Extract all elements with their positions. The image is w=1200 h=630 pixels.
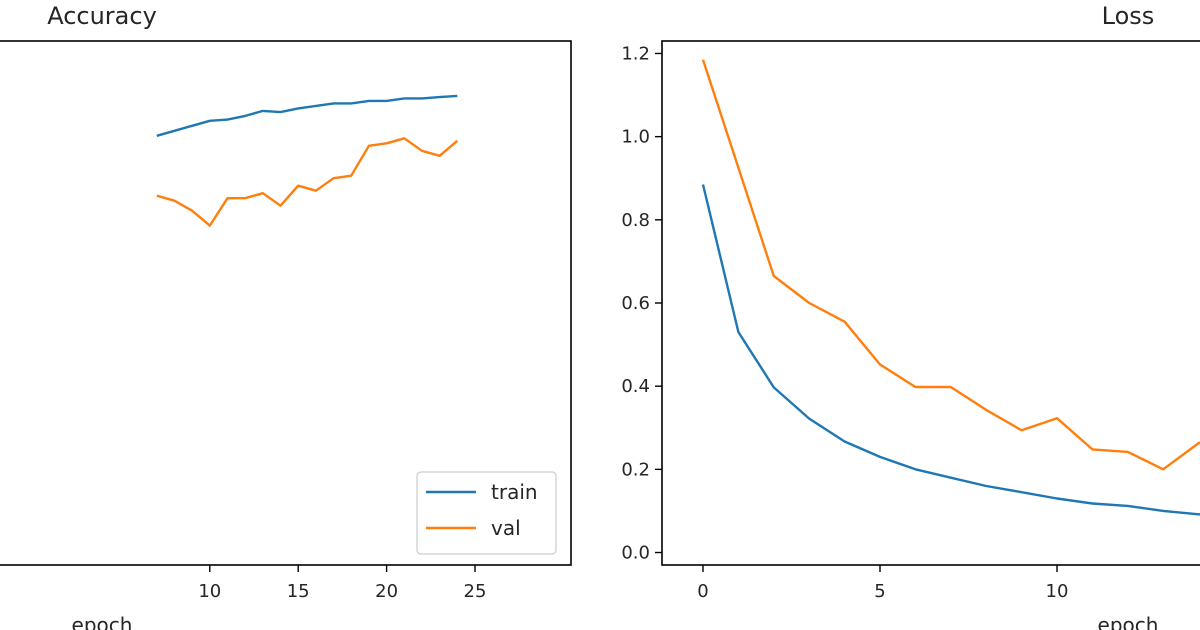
loss-series-group xyxy=(701,59,1200,516)
legend-val-label: val xyxy=(491,516,521,540)
loss-chart-title: Loss xyxy=(1102,2,1155,30)
x-tick-label: 25 xyxy=(464,581,487,602)
x-tick-label: 20 xyxy=(375,581,398,602)
y-tick-label: 1.0 xyxy=(621,127,650,148)
series-line-train xyxy=(156,94,458,137)
accuracy-x-axis-label: epoch xyxy=(72,613,133,630)
series-line-val xyxy=(701,59,1200,471)
loss-x-axis-label: epoch xyxy=(1098,613,1159,630)
series-line-train xyxy=(701,184,1200,516)
y-tick-label: 1.2 xyxy=(621,43,650,64)
loss-chart: Loss 0.0 0.2 0.4 0.6 0.8 1.0 1.2 0 5 10 epoch xyxy=(621,2,1200,630)
loss-plot-frame xyxy=(661,40,1200,566)
loss-y-ticks: 0.0 0.2 0.4 0.6 0.8 1.0 1.2 xyxy=(621,43,662,564)
accuracy-chart: Accuracy 10 15 20 25 epoch train val xyxy=(0,2,572,630)
loss-x-ticks: 0 5 10 xyxy=(697,565,1069,602)
accuracy-x-ticks: 10 15 20 25 xyxy=(198,565,486,602)
accuracy-series-group xyxy=(156,94,459,227)
accuracy-legend: train val xyxy=(416,471,557,555)
accuracy-plot-frame xyxy=(0,40,572,566)
x-tick-label: 15 xyxy=(287,581,310,602)
y-tick-label: 0.6 xyxy=(621,293,650,314)
y-tick-label: 0.4 xyxy=(621,376,650,397)
x-tick-label: 0 xyxy=(697,581,708,602)
accuracy-chart-title: Accuracy xyxy=(47,2,157,30)
series-line-val xyxy=(156,137,459,227)
y-tick-label: 0.0 xyxy=(621,543,650,564)
x-tick-label: 10 xyxy=(198,581,221,602)
x-tick-label: 10 xyxy=(1046,581,1069,602)
x-tick-label: 5 xyxy=(874,581,885,602)
legend-train-label: train xyxy=(491,480,538,504)
y-tick-label: 0.2 xyxy=(621,459,650,480)
y-tick-label: 0.8 xyxy=(621,210,650,231)
